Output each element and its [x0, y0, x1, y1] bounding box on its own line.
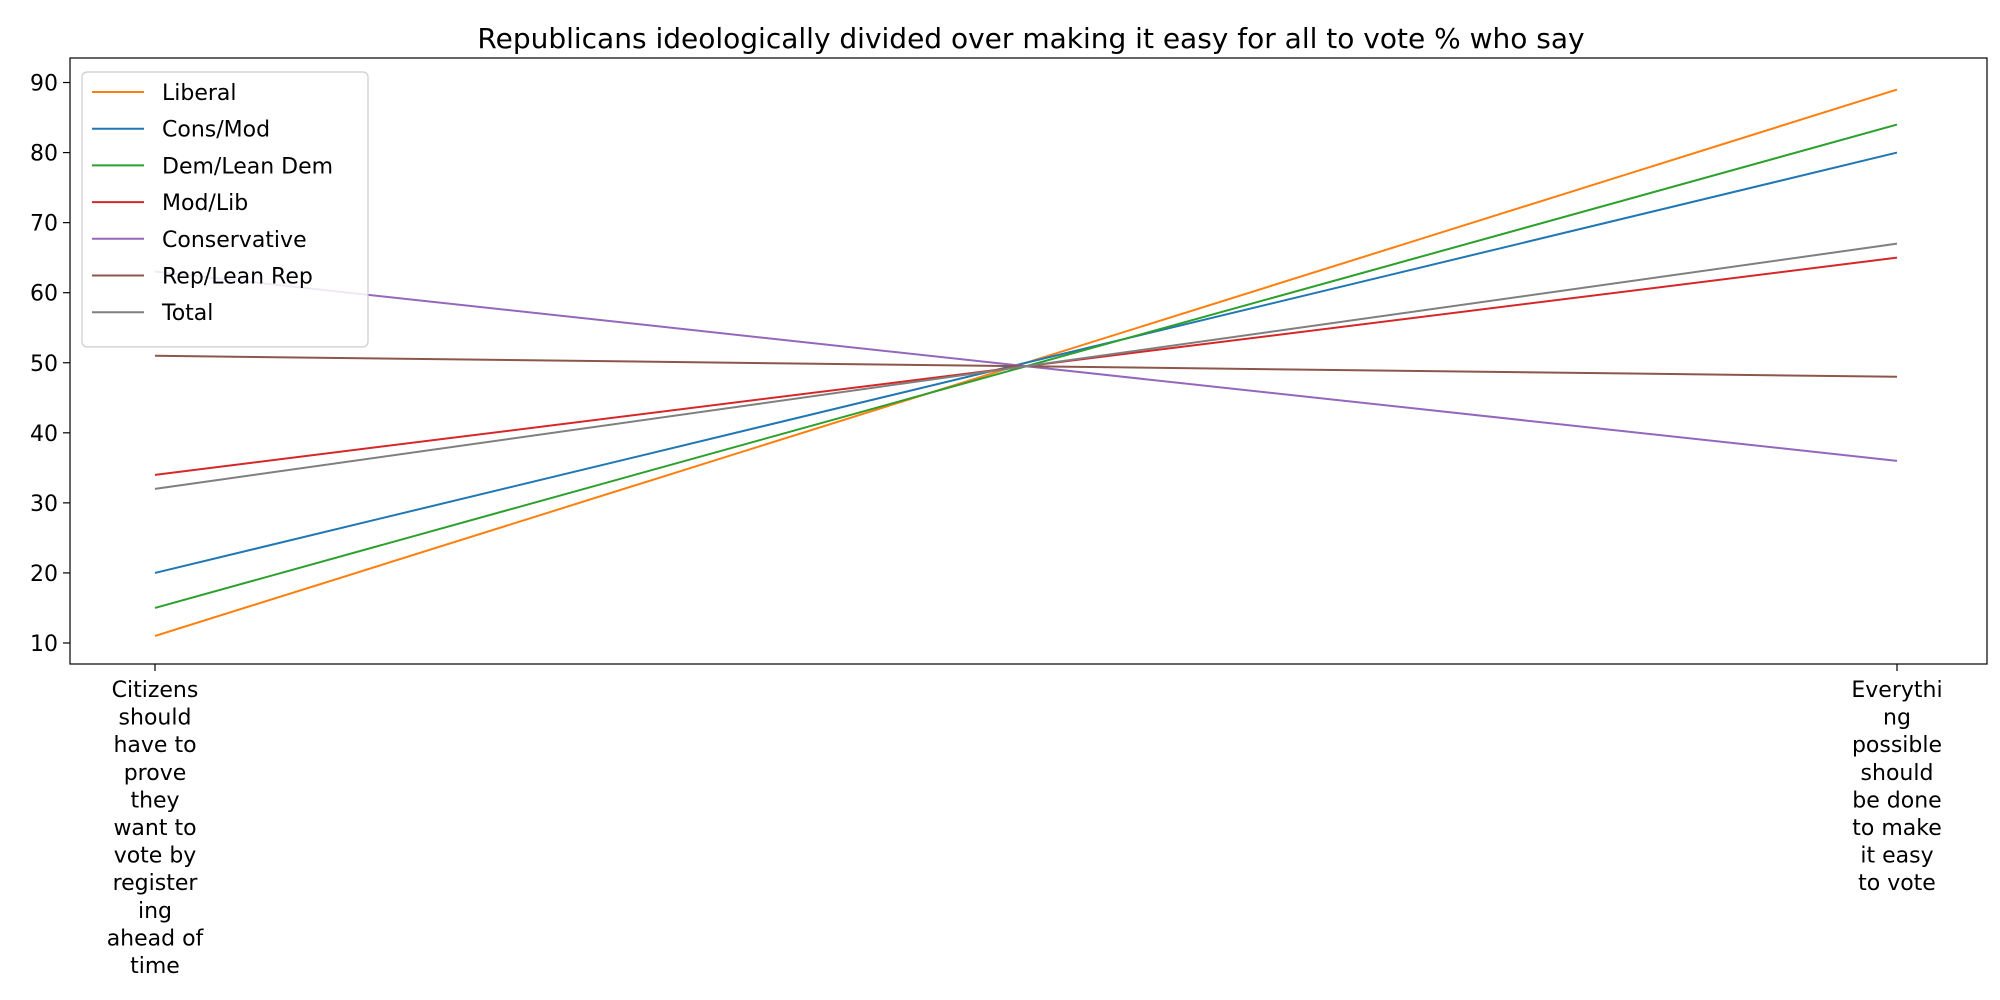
series-lines: [154, 88, 1898, 637]
legend-label: Cons/Mod: [162, 118, 270, 143]
series-line-total: [154, 242, 1898, 490]
x-tick-label-line: ing: [138, 899, 172, 924]
y-tick-label: 40: [30, 422, 58, 447]
legend-entry: Dem/Lean Dem: [92, 154, 333, 179]
x-tick-label-line: possible: [1852, 733, 1942, 758]
series-line-cons-mod: [154, 151, 1898, 574]
legend-label: Liberal: [162, 81, 237, 106]
y-axis: 10 20 30 40 50 60 70 80 90: [30, 72, 70, 657]
x-tick-label-line: should: [1861, 761, 1934, 786]
y-tick-label: 70: [30, 212, 58, 237]
x-tick-label-line: ng: [1883, 706, 1911, 731]
x-tick-label-line: to vote: [1858, 871, 1936, 896]
y-tick-label: 60: [30, 282, 58, 307]
x-tick-label-line: want to: [113, 816, 196, 841]
x-axis: Citizens should have to prove they want to vot…: [107, 664, 1943, 979]
x-tick-label-line: they: [130, 788, 179, 813]
x-tick-label-line: should: [119, 706, 192, 731]
y-tick-label: 30: [30, 492, 58, 517]
legend-frame: [81, 71, 369, 348]
legend: Liberal Cons/Mod Dem/Lean Dem Mod/Lib Conser…: [81, 71, 369, 348]
legend-label: Total: [161, 301, 213, 326]
x-tick-label-line: it easy: [1860, 844, 1933, 869]
legend-entry: Liberal: [92, 81, 237, 106]
x-tick-label-line: have to: [113, 733, 196, 758]
y-tick-label: 10: [30, 632, 58, 657]
x-tick-label-line: to make: [1852, 816, 1941, 841]
x-tick-label: Everythi ng possible should be done to make it…: [1851, 678, 1942, 896]
y-tick-label: 50: [30, 352, 58, 377]
legend-entry: Conservative: [92, 228, 307, 253]
legend-entry: Rep/Lean Rep: [92, 265, 313, 290]
x-tick-label-line: time: [130, 954, 180, 979]
legend-label: Rep/Lean Rep: [162, 265, 313, 290]
x-tick-label-line: register: [113, 871, 199, 896]
x-tick-label-line: vote by: [114, 844, 197, 869]
y-tick-label: 20: [30, 562, 58, 587]
y-tick-label: 80: [30, 142, 58, 167]
legend-entry: Total: [92, 301, 213, 326]
x-tick-label-line: prove: [124, 761, 187, 786]
plot-area-frame: [69, 57, 1988, 665]
x-tick-label-line: Everythi: [1851, 678, 1942, 703]
y-tick-label: 90: [30, 72, 58, 97]
chart-title: Republicans ideologically divided over m…: [477, 22, 1584, 55]
legend-label: Dem/Lean Dem: [162, 154, 333, 179]
x-tick-label-line: be done: [1852, 788, 1941, 813]
x-tick-label-line: Citizens: [112, 678, 199, 703]
legend-entry: Mod/Lib: [92, 191, 248, 216]
legend-label: Conservative: [162, 228, 307, 253]
legend-entry: Cons/Mod: [92, 118, 270, 143]
x-tick-label-line: ahead of: [107, 926, 205, 951]
legend-label: Mod/Lib: [162, 191, 248, 216]
x-tick-label: Citizens should have to prove they want to vot…: [107, 678, 205, 979]
